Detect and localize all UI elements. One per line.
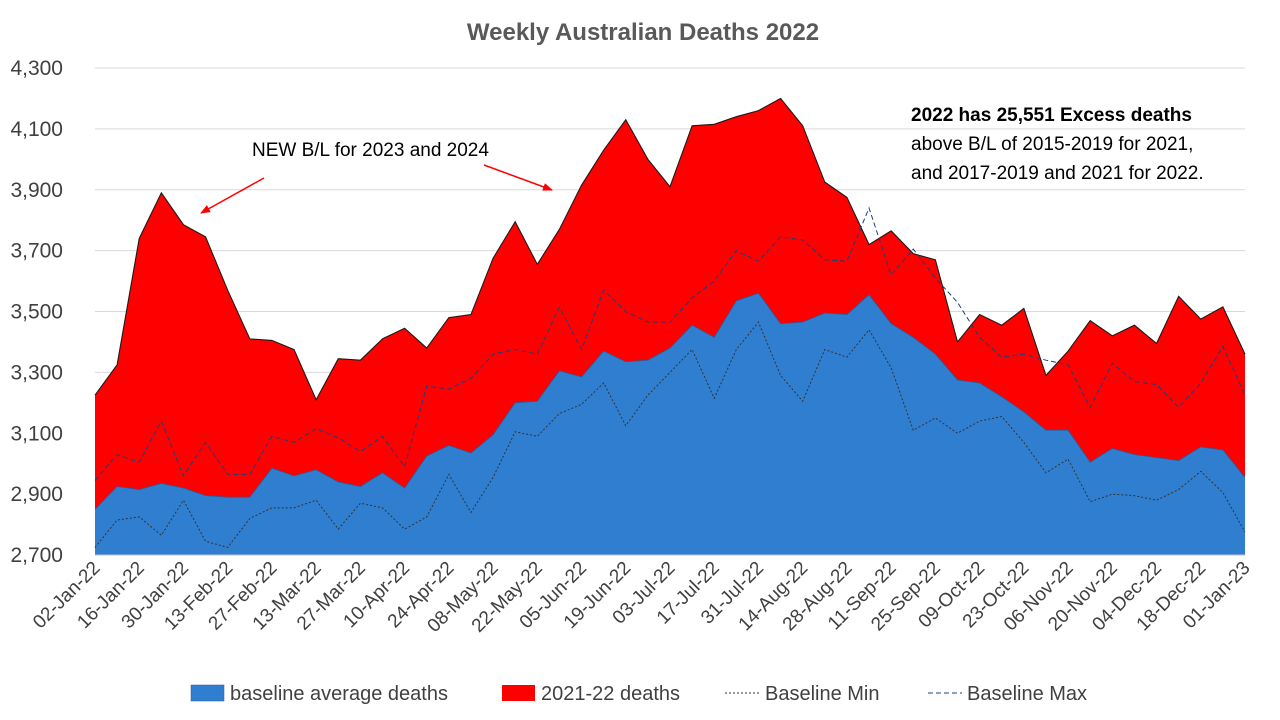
legend: baseline average deaths 2021-22 deaths B… [190,683,1087,705]
excess-note-line3: and 2017-2019 and 2021 for 2022. [911,163,1204,184]
plot-lines [94,206,1246,548]
outline-baseline-average [94,292,1246,510]
arrow-right [483,164,553,191]
outline-2021-22-deaths [94,97,1246,402]
line-baseline-min [94,321,1246,548]
line-baseline-max [94,206,1246,481]
legend-label-2021-22: 2021-22 deaths [541,683,680,705]
arrow-left [200,177,265,214]
arrow-note: NEW B/L for 2023 and 2024 [252,140,489,161]
y-tick-label: 3,700 [10,240,63,263]
y-tick-label: 3,500 [10,301,63,324]
y-tick-label: 4,100 [10,118,63,141]
y-tick-label: 2,700 [10,544,63,567]
y-tick-label: 3,300 [10,361,63,384]
legend-swatch-baseline-average [190,684,225,702]
legend-label-baseline-max: Baseline Max [967,683,1087,705]
y-axis: 2,700 2,900 3,100 3,300 3,500 3,700 3,900 4,100… [10,57,63,567]
excess-note-heading: 2022 has 25,551 Excess deaths [911,105,1192,126]
y-tick-label: 4,300 [10,57,63,80]
legend-label-baseline-average: baseline average deaths [230,683,448,705]
y-tick-label: 3,100 [10,422,63,445]
legend-label-baseline-min: Baseline Min [765,683,880,705]
x-axis: 02-Jan-2216-Jan-2230-Jan-2213-Feb-2227-F… [29,558,1254,637]
area-baseline-average [95,293,1245,555]
excess-note-line2: above B/L of 2015-2019 for 2021, [911,134,1193,155]
y-tick-label: 3,900 [10,179,63,202]
chart-title: Weekly Australian Deaths 2022 [467,19,819,46]
y-tick-label: 2,900 [10,483,63,506]
legend-swatch-2021-22 [502,685,535,701]
plot-areas [94,97,1246,555]
